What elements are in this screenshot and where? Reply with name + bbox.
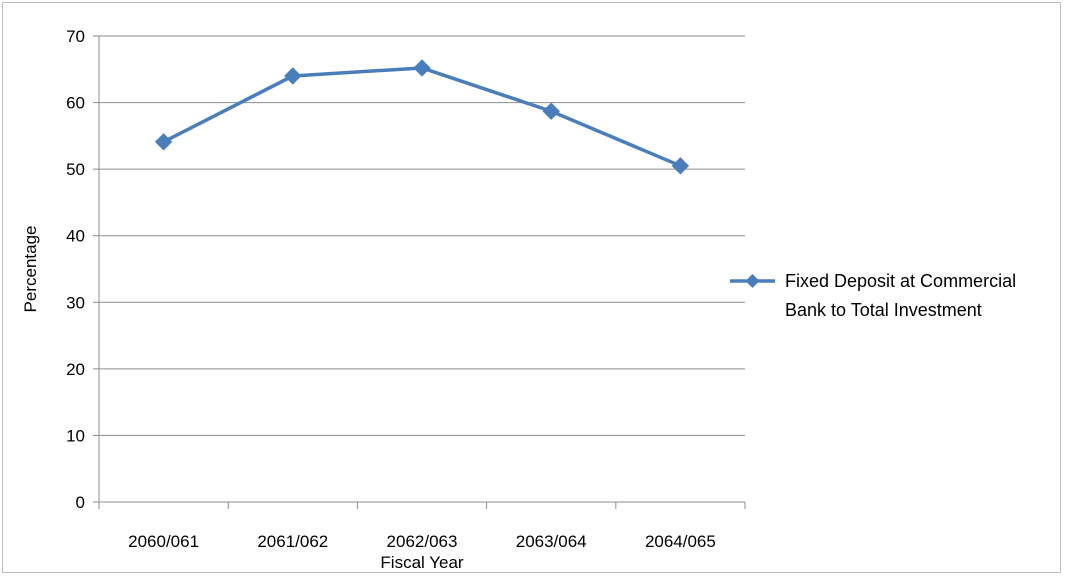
x-tick-labels: 2060/061 2061/062 2062/063 2063/064 2064/065 bbox=[128, 532, 716, 551]
y-tick-label-40: 40 bbox=[66, 227, 85, 246]
y-axis-title: Percentage bbox=[21, 226, 40, 313]
y-tick-label-60: 60 bbox=[66, 94, 85, 113]
y-tick-label-0: 0 bbox=[76, 493, 85, 512]
y-tick-label-20: 20 bbox=[66, 360, 85, 379]
series-layer bbox=[154, 59, 690, 175]
legend-label-line-1: Fixed Deposit at Commercial bbox=[785, 271, 1016, 291]
data-point-2061/062 bbox=[284, 67, 302, 85]
y-tick-label-70: 70 bbox=[66, 27, 85, 46]
y-tick-label-50: 50 bbox=[66, 160, 85, 179]
legend: Fixed Deposit at Commercial Bank to Tota… bbox=[730, 271, 1016, 320]
x-tick-label-2064/065: 2064/065 bbox=[645, 532, 716, 551]
x-tick-label-2062/063: 2062/063 bbox=[387, 532, 458, 551]
y-tick-labels: 0 10 20 30 40 50 60 70 bbox=[66, 27, 85, 512]
axes bbox=[93, 35, 746, 509]
x-axis-title: Fiscal Year bbox=[380, 553, 463, 572]
data-point-2062/063 bbox=[413, 59, 431, 77]
legend-label-line-2: Bank to Total Investment bbox=[785, 300, 982, 320]
x-tick-label-2060/061: 2060/061 bbox=[128, 532, 199, 551]
x-tick-label-2063/064: 2063/064 bbox=[516, 532, 587, 551]
x-tick-label-2061/062: 2061/062 bbox=[257, 532, 328, 551]
series-line-0 bbox=[162, 66, 682, 168]
y-tick-label-10: 10 bbox=[66, 426, 85, 445]
y-tick-label-30: 30 bbox=[66, 293, 85, 312]
data-point-2064/065 bbox=[671, 157, 690, 175]
data-point-2063/064 bbox=[542, 102, 560, 120]
data-point-2060/061 bbox=[154, 133, 173, 151]
line-chart: 0 10 20 30 40 50 60 70 2060/061 2061/062 2062/063… bbox=[21, 27, 1016, 572]
legend-marker bbox=[745, 274, 760, 288]
gridlines bbox=[99, 35, 745, 436]
